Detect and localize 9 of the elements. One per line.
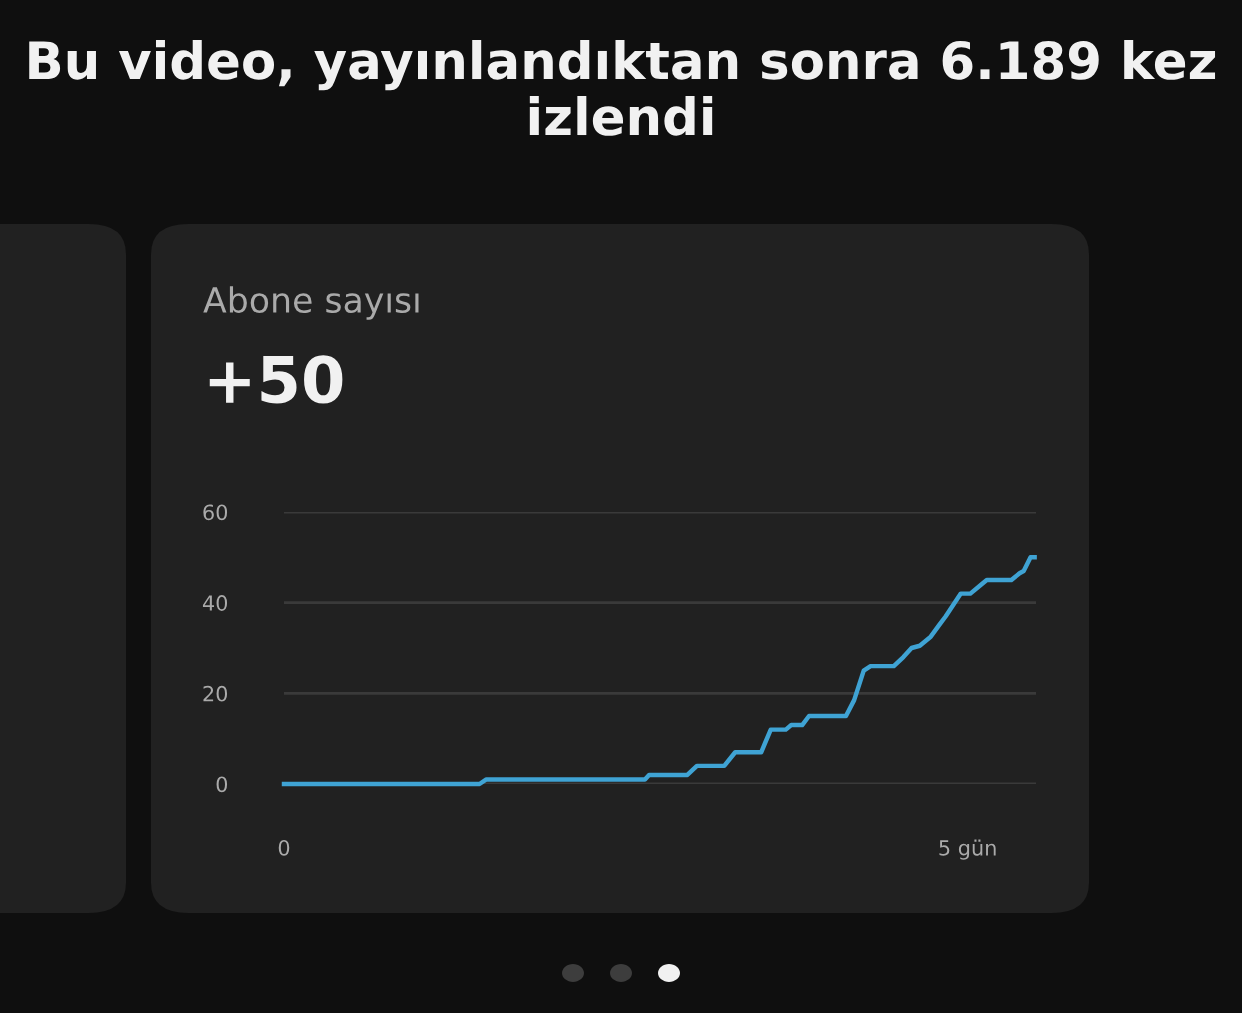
x-tick-label: 5 gün <box>939 839 996 860</box>
y-tick-label: 20 <box>203 685 228 702</box>
chart-subtitle: Abone sayısı <box>203 286 419 320</box>
y-tick-label: 40 <box>202 595 228 611</box>
y-tick-label: 60 <box>203 504 228 521</box>
text: +50 <box>209 355 343 404</box>
y-tick-label: 0 <box>216 776 228 793</box>
chart-title: Bu video, yayınlandıktan sonra 6.189 kez izlendi <box>29 40 1216 136</box>
line-series <box>281 555 1037 787</box>
